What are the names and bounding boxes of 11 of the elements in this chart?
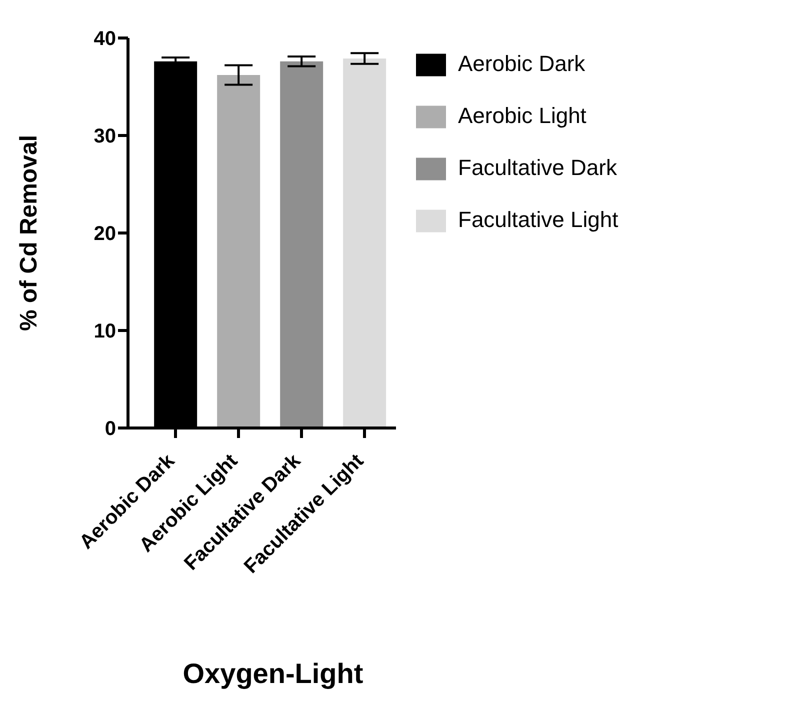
y-tick-label: 40 bbox=[94, 28, 116, 50]
y-tick-label: 30 bbox=[94, 126, 116, 148]
legend-label: Facultative Dark bbox=[458, 155, 617, 180]
y-tick-label: 10 bbox=[94, 320, 116, 343]
x-axis-title: Oxygen-Light bbox=[182, 658, 364, 690]
legend-label: Facultative Light bbox=[458, 207, 618, 232]
legend-label: Aerobic Light bbox=[458, 103, 586, 128]
y-tick-label: 0 bbox=[104, 418, 116, 440]
legend-label: Aerobic Dark bbox=[458, 51, 586, 76]
y-axis-title: % of Cd Removal bbox=[16, 134, 43, 332]
y-tick-label: 20 bbox=[94, 223, 116, 246]
